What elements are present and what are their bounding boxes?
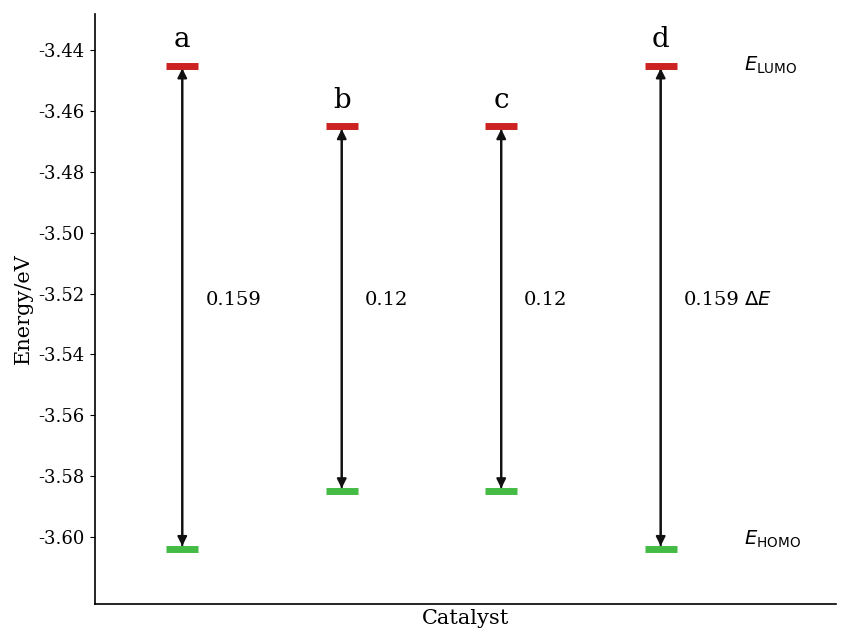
Text: a: a xyxy=(174,26,190,53)
Text: 0.12: 0.12 xyxy=(524,291,568,309)
Text: $E_{\mathrm{HOMO}}$: $E_{\mathrm{HOMO}}$ xyxy=(744,529,801,550)
Text: 0.159: 0.159 xyxy=(206,291,261,309)
Text: $\Delta E$: $\Delta E$ xyxy=(744,290,771,309)
Text: $E_{\mathrm{LUMO}}$: $E_{\mathrm{LUMO}}$ xyxy=(744,55,797,76)
Y-axis label: Energy/eV: Energy/eV xyxy=(14,254,33,364)
Text: c: c xyxy=(494,87,509,114)
Text: d: d xyxy=(652,26,670,53)
Text: 0.159: 0.159 xyxy=(683,291,740,309)
Text: b: b xyxy=(333,87,350,114)
Text: 0.12: 0.12 xyxy=(365,291,408,309)
X-axis label: Catalyst: Catalyst xyxy=(422,609,509,628)
